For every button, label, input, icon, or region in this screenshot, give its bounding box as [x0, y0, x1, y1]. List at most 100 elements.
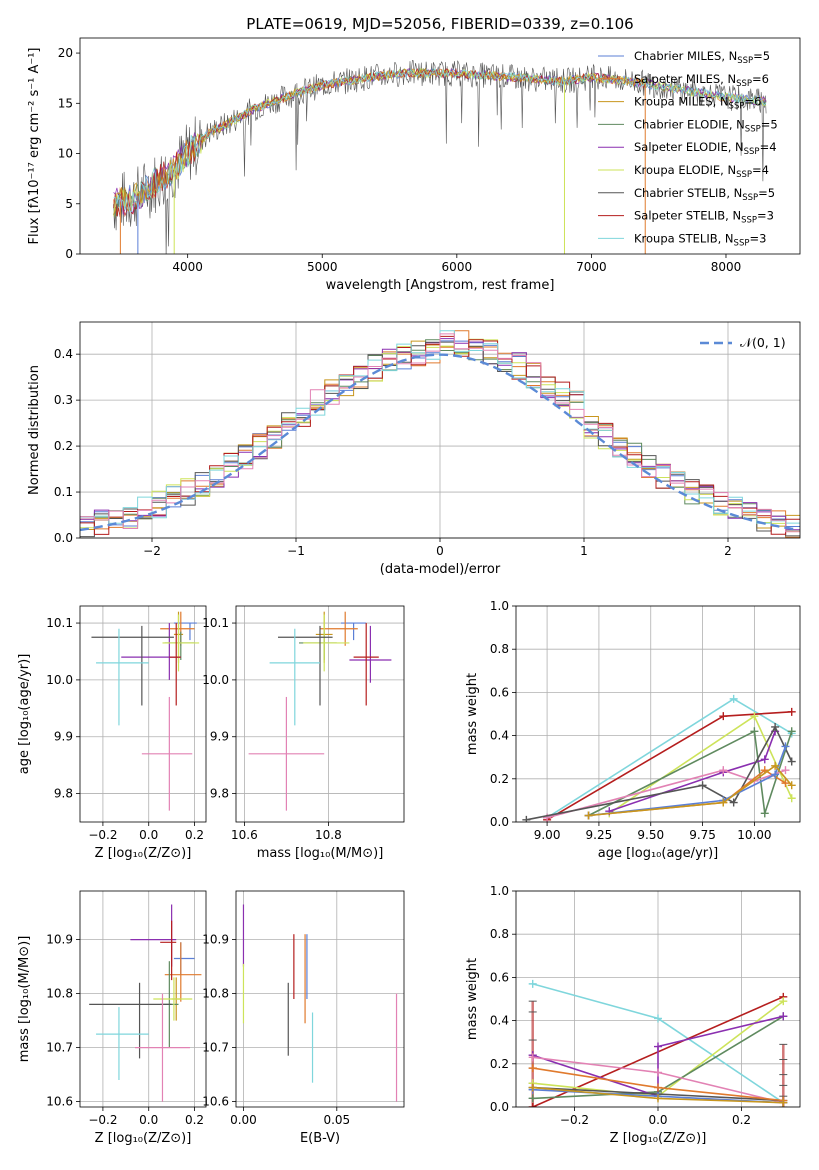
errorbar-point [153, 977, 193, 1021]
legend-entry: Kroupa MILES, NSSP=6 [634, 95, 761, 112]
panel-mass-vs-ebv: 0.00 0.05 10.6 10.7 10.8 10.9 E(B-V) [202, 890, 405, 1146]
ticks: 0.00 0.05 10.6 10.7 10.8 10.9 [202, 933, 350, 1127]
weight-series-kroupa_miles [584, 761, 796, 820]
legend-entry: 𝒩(0, 1) [740, 335, 786, 350]
legend-text: Chabrier ELODIE, N [634, 117, 745, 131]
x-tick-label: 0.2 [185, 1113, 204, 1127]
y-tick-label: 10.1 [202, 616, 229, 630]
x-tick-label: 0.2 [185, 828, 204, 842]
y-tick-label: 10.8 [202, 987, 229, 1001]
weight-marker [522, 815, 531, 822]
y-tick-label: 10.7 [46, 1041, 73, 1055]
grid-lines [236, 891, 404, 1107]
y-tick-label: 10.0 [202, 673, 229, 687]
weight-marker [729, 798, 738, 807]
x-tick-label: 10.6 [231, 828, 258, 842]
errorbar-point [130, 904, 177, 967]
legend-text: Salpeter MILES, N [634, 72, 736, 86]
x-tick-label: 0.0 [648, 1113, 667, 1127]
legend-entry: Salpeter ELODIE, NSSP=4 [634, 140, 777, 157]
y-tick-label: 10.1 [46, 616, 73, 630]
x-axis-label: Z [log₁₀(Z/Z⊙)] [610, 1131, 707, 1146]
legend-suffix: =5 [758, 186, 775, 200]
weight-series-chabrier_stelib [522, 722, 796, 822]
y-tick-label: 10.6 [46, 1095, 73, 1109]
weight-marker [528, 979, 537, 988]
y-tick-label: 0 [65, 247, 73, 261]
errorbar-point [320, 611, 358, 646]
x-axis-label: (data-model)/error [380, 562, 501, 577]
errorbar-point [96, 628, 149, 726]
y-tick-label: 0.0 [490, 1100, 509, 1114]
errorbar-point [134, 993, 190, 1102]
y-tick-label: 10.6 [202, 1095, 229, 1109]
x-tick-label: −0.2 [88, 828, 117, 842]
axes-frame [515, 890, 801, 1108]
plot-area [528, 979, 788, 1107]
legend-subscript: SSP [742, 193, 758, 203]
weight-marker [719, 712, 728, 721]
x-axis-label: mass [log₁₀(M/M⊙)] [257, 846, 384, 861]
x-tick-label: 0.0 [139, 828, 158, 842]
x-tick-label: 0.0 [139, 1113, 158, 1127]
legend-subscript: SSP [745, 124, 761, 134]
axes-frame [79, 37, 801, 255]
panel-residuals: −2 −1 0 1 2 0.0 0.1 0.2 0.3 0.4 (data-model)/error… [27, 321, 801, 577]
y-tick-label: 10.9 [46, 933, 73, 947]
errorbar-point [141, 696, 193, 811]
y-tick-label: 0.6 [490, 685, 509, 699]
x-tick-label: 9.00 [534, 828, 561, 842]
legend-suffix: =3 [749, 231, 766, 245]
panel-age-vs-mass: 10.6 10.8 9.8 9.9 10.0 10.1 mass [log₁₀(M/M⊙)] [202, 605, 405, 861]
plot-area [91, 611, 200, 811]
errorbar-point [162, 614, 200, 672]
weight-marker [787, 794, 796, 803]
y-tick-label: 0.6 [490, 970, 509, 984]
weight-marker [654, 1094, 662, 1103]
ticks: −2 −1 0 1 2 0.0 0.1 0.2 0.3 0.4 [54, 347, 732, 558]
axes-frame [235, 605, 405, 823]
weight-series-pink [528, 1053, 788, 1107]
errorbar-point [248, 696, 325, 811]
legend: 𝒩(0, 1) [700, 335, 786, 350]
legend-text: Kroupa MILES, N [634, 95, 729, 109]
ticks: 10.6 10.8 9.8 9.9 10.0 10.1 [202, 616, 341, 842]
weight-series-kroupa_elodie [605, 712, 796, 818]
legend-subscript: SSP [736, 79, 752, 89]
legend-subscript: SSP [741, 216, 757, 226]
x-tick-label: 0.2 [732, 1113, 751, 1127]
legend-entry: Chabrier MILES, NSSP=5 [634, 49, 770, 66]
weight-marker [779, 1098, 788, 1107]
weight-marker [528, 1103, 537, 1107]
weight-marker [654, 1068, 662, 1077]
weight-marker [528, 1083, 537, 1092]
y-tick-label: 0.2 [490, 772, 509, 786]
y-tick-label: 10.8 [46, 987, 73, 1001]
ticks: 9.00 9.25 9.50 9.75 10.00 0.0 0.2 0.4 0.6 0.8 1.0 [490, 599, 772, 842]
x-tick-label: −1 [287, 544, 305, 558]
legend-entry: Salpeter STELIB, NSSP=3 [634, 209, 774, 226]
weight-marker [779, 997, 788, 1006]
x-tick-label: 0.05 [323, 1113, 350, 1127]
axes-frame [515, 605, 801, 823]
histogram-pink [80, 333, 800, 533]
x-tick-label: 2 [724, 544, 732, 558]
y-tick-label: 1.0 [490, 884, 509, 898]
x-tick-label: 9.25 [586, 828, 613, 842]
panel-spectrum: 4000 5000 6000 7000 8000 0 5 10 15 20 wavelength [… [27, 15, 801, 293]
weight-marker [771, 761, 780, 770]
y-tick-label: 20 [58, 46, 73, 60]
x-axis-label: E(B-V) [300, 1131, 340, 1146]
errorbar-point [303, 614, 350, 672]
legend-subscript: SSP [734, 238, 750, 248]
x-tick-label: −0.2 [88, 1113, 117, 1127]
y-tick-label: 9.8 [210, 787, 229, 801]
weight-marker [528, 1053, 537, 1062]
errorbar-point [173, 622, 197, 641]
y-tick-label: 0.2 [490, 1057, 509, 1071]
y-axis-label: age [log₁₀(age/yr)] [17, 654, 32, 775]
axes-frame [79, 890, 207, 1108]
errorbar-point [269, 628, 320, 726]
grid-lines [80, 891, 206, 1107]
